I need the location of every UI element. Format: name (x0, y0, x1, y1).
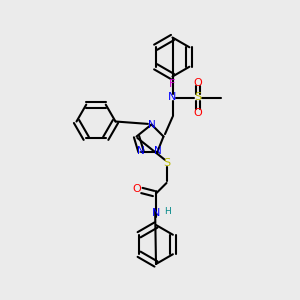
Text: N: N (148, 119, 155, 130)
Text: H: H (164, 207, 171, 216)
Text: S: S (163, 158, 170, 169)
Text: F: F (169, 79, 176, 89)
Text: N: N (168, 92, 177, 103)
Text: N: N (154, 146, 161, 157)
Text: O: O (194, 77, 202, 88)
Text: N: N (152, 208, 160, 218)
Text: O: O (132, 184, 141, 194)
Text: N: N (137, 146, 145, 157)
Text: O: O (194, 107, 202, 118)
Text: S: S (194, 92, 202, 103)
